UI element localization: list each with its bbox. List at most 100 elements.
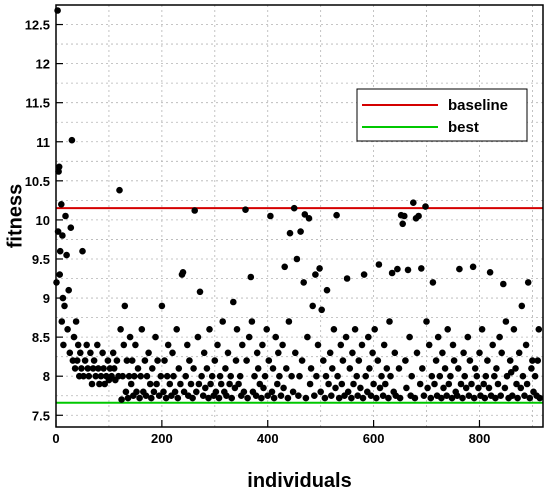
data-point <box>314 341 322 349</box>
data-point <box>391 349 399 357</box>
data-point <box>517 384 525 392</box>
data-point <box>182 372 189 380</box>
data-point <box>502 318 510 325</box>
data-point <box>406 333 413 341</box>
data-point <box>73 357 81 364</box>
data-point <box>55 163 63 171</box>
data-point <box>230 298 237 306</box>
data-point <box>189 394 196 402</box>
data-point <box>122 388 130 396</box>
data-point <box>351 326 359 333</box>
data-point <box>152 333 159 341</box>
data-point <box>432 357 440 364</box>
data-point <box>109 349 117 357</box>
data-point <box>453 392 461 400</box>
data-point <box>374 357 382 364</box>
data-point <box>276 372 283 380</box>
data-point <box>411 394 419 402</box>
data-point <box>422 203 429 210</box>
data-point <box>445 380 453 388</box>
data-point <box>376 384 384 392</box>
data-point <box>62 212 69 220</box>
data-point <box>226 380 233 388</box>
data-point <box>123 357 131 364</box>
data-point <box>444 326 452 333</box>
data-point <box>304 333 311 341</box>
data-point <box>449 341 457 349</box>
data-point <box>329 365 336 372</box>
data-point <box>378 372 385 380</box>
data-point <box>263 326 271 333</box>
data-point <box>170 372 177 380</box>
data-point <box>413 349 421 357</box>
data-point <box>143 372 151 380</box>
data-point <box>158 302 166 310</box>
data-point <box>402 357 409 364</box>
data-point <box>67 224 75 231</box>
y-tick-label: 8 <box>43 369 50 384</box>
data-point <box>447 372 454 380</box>
data-point <box>166 380 174 388</box>
data-point <box>309 302 317 310</box>
data-point <box>58 201 65 208</box>
data-point <box>154 357 161 364</box>
data-point <box>113 357 121 364</box>
data-point <box>367 392 375 400</box>
data-point <box>223 392 230 400</box>
data-point <box>408 372 416 380</box>
data-point <box>365 333 372 341</box>
legend: baseline best <box>356 88 528 142</box>
data-point <box>313 372 320 380</box>
data-point <box>280 384 287 392</box>
data-point <box>110 365 118 372</box>
data-point <box>382 380 389 388</box>
data-point <box>510 326 518 333</box>
data-point <box>394 265 401 273</box>
data-point <box>127 380 135 388</box>
data-point <box>232 357 240 364</box>
x-tick-label: 600 <box>363 431 385 446</box>
data-point <box>162 394 170 402</box>
data-point <box>496 333 503 341</box>
data-point <box>373 394 380 402</box>
data-point <box>485 384 493 392</box>
data-point <box>136 394 143 402</box>
data-point <box>492 394 499 402</box>
data-point <box>416 380 424 388</box>
data-point <box>214 341 221 349</box>
data-point <box>99 349 106 357</box>
data-point <box>285 318 293 325</box>
data-point <box>95 365 102 372</box>
data-point <box>514 394 521 402</box>
data-point <box>84 365 92 372</box>
data-point <box>418 265 425 272</box>
data-point <box>281 263 289 271</box>
data-point <box>362 372 370 380</box>
data-point <box>360 271 368 278</box>
data-point <box>100 365 107 372</box>
data-point <box>177 380 184 388</box>
data-point <box>395 365 403 372</box>
data-point <box>118 396 125 403</box>
data-point <box>431 380 438 388</box>
y-tick-label: 11.5 <box>25 96 50 111</box>
data-point <box>56 271 63 278</box>
data-point <box>494 380 502 388</box>
data-point <box>529 357 536 364</box>
data-point <box>429 279 437 286</box>
data-point <box>316 265 323 272</box>
data-point <box>61 302 68 310</box>
x-axis-title: individuals <box>247 470 351 492</box>
data-point <box>163 372 171 380</box>
data-point <box>333 211 340 219</box>
data-point <box>121 302 129 310</box>
data-point <box>251 372 258 380</box>
data-point <box>265 357 273 364</box>
data-point <box>208 372 216 380</box>
data-point <box>190 365 197 372</box>
data-point <box>247 273 255 281</box>
data-point <box>153 380 160 388</box>
data-point <box>157 372 165 380</box>
data-point <box>440 384 447 392</box>
data-point <box>142 392 150 400</box>
